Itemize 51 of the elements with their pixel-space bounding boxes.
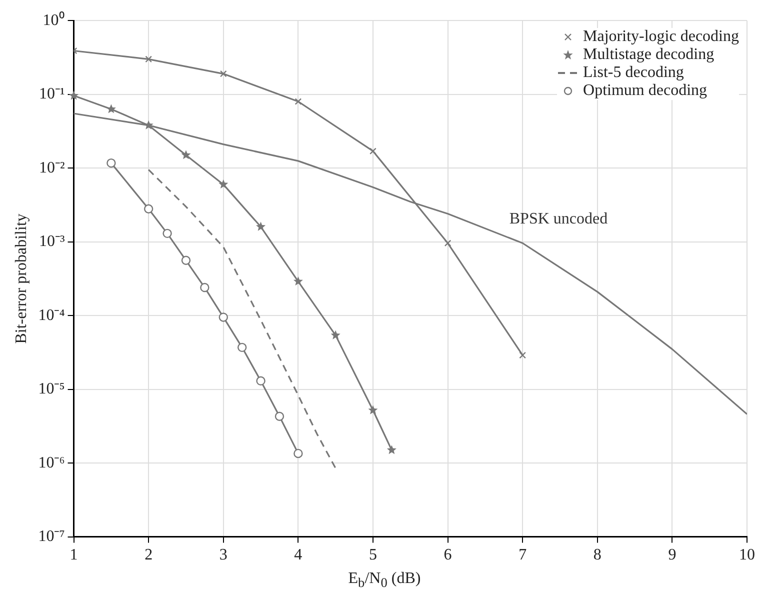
point: [294, 98, 302, 105]
point: [237, 342, 247, 352]
y-axis-title: Bit-error probability: [12, 214, 30, 344]
point: [274, 412, 284, 421]
point: [256, 376, 266, 386]
y-tick-label: 10⁻³: [38, 233, 65, 250]
annotation: BPSK uncoded: [509, 210, 608, 228]
point: [519, 352, 526, 359]
x-tick-label: 8: [593, 546, 602, 564]
point: [218, 179, 228, 188]
x-tick-label: 2: [144, 546, 153, 564]
point: [218, 312, 228, 322]
x-tick-label: 10: [739, 546, 755, 564]
point: [144, 204, 154, 214]
legend-label: Multistage decoding: [583, 46, 714, 64]
point: [444, 240, 452, 247]
point: [162, 228, 172, 238]
x-tick-label: 9: [668, 546, 676, 564]
y-tick-label: 10⁻⁷: [38, 528, 65, 546]
point: [370, 148, 376, 155]
y-tick-label: 10⁻¹: [38, 86, 65, 103]
x-tick-label: 3: [219, 546, 228, 564]
x-axis-title: E$_{b}$/N$_{0}$ (dB): [347, 570, 422, 592]
legend-label: Majority-logic decoding: [583, 28, 739, 46]
point: [106, 104, 116, 114]
point: [145, 56, 152, 63]
point: [69, 90, 79, 100]
y-tick-label: 10⁰: [42, 10, 65, 29]
y-tick-label: 10⁻⁶: [38, 454, 65, 472]
line-series: [148, 168, 336, 470]
point: [256, 222, 266, 231]
point: [200, 282, 210, 292]
legend-label: List-5 decoding: [583, 64, 684, 82]
point: [220, 70, 227, 78]
legend-label: Optimum decoding: [583, 82, 708, 100]
x-tick-label: 7: [518, 546, 527, 564]
x-tick-label: 4: [294, 546, 302, 564]
x-tick-label: 1: [70, 546, 78, 564]
point: [368, 405, 378, 414]
point: [106, 158, 116, 168]
y-tick-label: 10⁻⁵: [38, 380, 65, 398]
y-tick-label: 10⁻²: [38, 159, 65, 176]
point: [181, 256, 191, 265]
y-tick-label: 10⁻⁴: [38, 306, 66, 324]
point: [386, 445, 396, 454]
point: [293, 276, 303, 286]
x-tick-label: 5: [368, 546, 377, 564]
point: [294, 448, 303, 458]
point: [181, 150, 191, 160]
point: [330, 330, 340, 340]
x-tick-label: 6: [444, 546, 452, 564]
